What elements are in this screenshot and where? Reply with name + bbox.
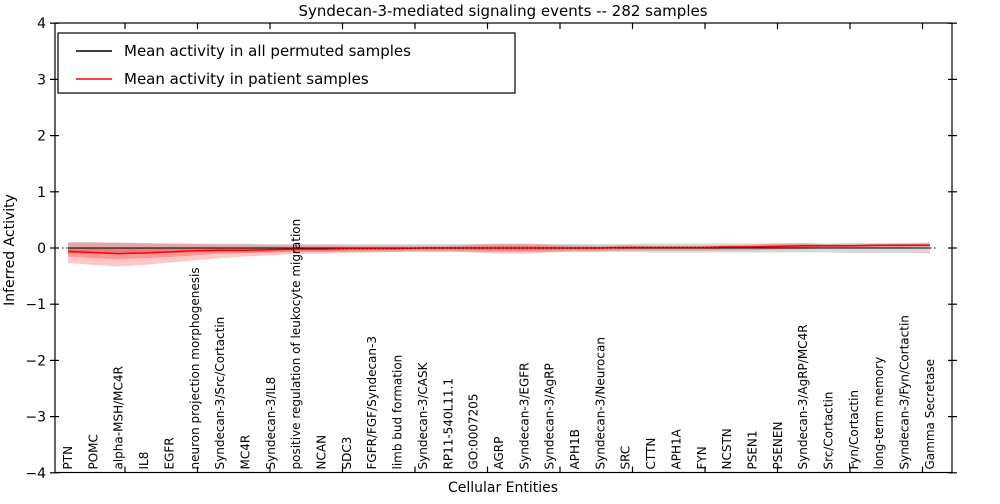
x-tick-label: FGFR/FGF/Syndecan-3 — [365, 336, 379, 469]
x-tick-label: Syndecan-3/AgRP/MC4R — [796, 324, 810, 469]
x-tick-label: Syndecan-3/Src/Cortactin — [213, 317, 227, 470]
x-tick-label: MC4R — [238, 435, 252, 470]
x-tick-label: Src/Cortactin — [822, 392, 836, 470]
x-tick-label: Syndecan-3/AgRP — [543, 363, 557, 469]
x-tick-label: Syndecan-3/CASK — [416, 361, 430, 469]
legend-label-patient: Mean activity in patient samples — [124, 70, 369, 88]
x-tick-label: Syndecan-3/Fyn/Cortactin — [898, 315, 912, 469]
x-tick-label: NCSTN — [720, 428, 734, 469]
y-tick-label: 3 — [37, 72, 46, 88]
x-tick-label: CTTN — [644, 438, 658, 470]
x-tick-label: PSEN1 — [745, 430, 759, 469]
x-axis-ticks — [124, 23, 924, 473]
y-tick-label: −3 — [25, 410, 46, 426]
x-tick-label: Gamma Secretase — [923, 359, 937, 470]
legend: Mean activity in all permuted samples Me… — [57, 32, 516, 94]
x-tick-label: Fyn/Cortactin — [847, 390, 861, 470]
x-tick-label: SRC — [619, 446, 633, 470]
x-tick-label: AGRP — [492, 437, 506, 470]
y-tick-label: −1 — [25, 297, 46, 313]
x-tick-label: long-term memory — [872, 357, 886, 470]
x-tick-label: IL8 — [137, 452, 151, 470]
y-tick-label: 2 — [37, 129, 46, 145]
x-tick-label: PSENEN — [771, 422, 785, 470]
chart-title: Syndecan-3-mediated signaling events -- … — [298, 2, 707, 20]
x-tick-label: FYN — [695, 446, 709, 469]
x-tick-label: PTN — [61, 446, 75, 470]
x-tick-label: Syndecan-3/IL8 — [264, 377, 278, 470]
y-tick-label: 4 — [37, 16, 46, 32]
x-tick-label: SDC3 — [340, 437, 354, 470]
x-tick-label: positive regulation of leukocyte migrati… — [289, 219, 303, 470]
x-tick-label: POMC — [86, 434, 100, 469]
x-tick-label: EGFR — [162, 437, 176, 469]
y-tick-label: 1 — [37, 185, 46, 201]
x-tick-label: RP11-540L11.1 — [441, 378, 455, 469]
x-tick-label: APH1B — [568, 429, 582, 469]
y-axis-label: Inferred Activity — [2, 194, 18, 306]
x-tick-labels: PTN POMC alpha-MSH/MC4R IL8 EGFR neuron proje… — [61, 219, 937, 470]
x-tick-label: Syndecan-3/Neurocan — [593, 337, 607, 469]
legend-box — [57, 32, 516, 94]
y-tick-label: −4 — [25, 466, 46, 482]
y-axis-ticks: 4 3 2 1 0 −1 −2 −3 −4 — [25, 16, 957, 482]
x-tick-label: alpha-MSH/MC4R — [112, 366, 126, 469]
y-tick-label: −2 — [25, 353, 46, 369]
x-axis-label: Cellular Entities — [448, 480, 558, 496]
y-tick-label: 0 — [37, 241, 46, 257]
legend-label-permuted: Mean activity in all permuted samples — [124, 42, 411, 60]
x-tick-label: NCAN — [315, 435, 329, 470]
x-tick-label: neuron projection morphogenesis — [188, 267, 202, 469]
x-tick-label: APH1A — [669, 428, 683, 469]
x-tick-label: GO:0007205 — [467, 393, 481, 469]
x-tick-label: limb bud formation — [391, 355, 405, 470]
series-layer — [62, 242, 936, 267]
x-tick-label: Syndecan-3/EGFR — [517, 362, 531, 469]
